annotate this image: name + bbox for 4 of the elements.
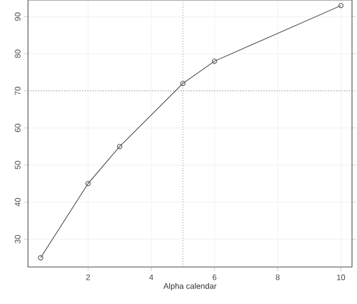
point — [117, 144, 122, 150]
point — [180, 80, 186, 86]
point — [85, 180, 91, 186]
point — [212, 58, 218, 64]
